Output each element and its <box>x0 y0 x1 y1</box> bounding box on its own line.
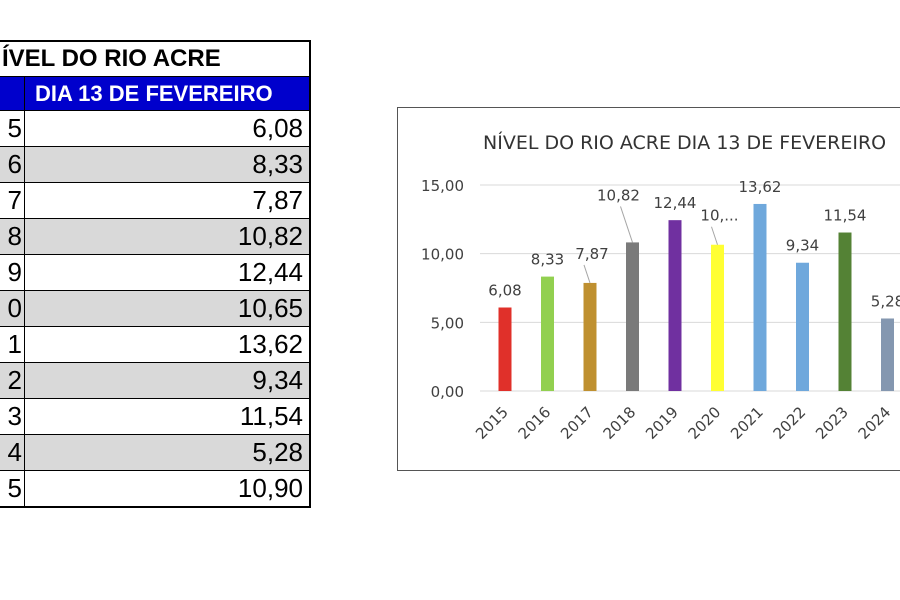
data-label: 9,34 <box>786 237 819 255</box>
year-cell: 6 <box>0 146 25 183</box>
table-row: 0 10,65 <box>0 290 311 327</box>
y-tick-label: 15,00 <box>421 177 464 195</box>
table-row: 5 10,90 <box>0 470 311 508</box>
value-cell: 10,90 <box>24 470 311 508</box>
table-row: 3 11,54 <box>0 398 311 435</box>
y-tick-label: 10,00 <box>421 246 464 264</box>
value-header: DIA 13 DE FEVEREIRO <box>24 76 311 111</box>
bar-2021 <box>753 203 767 391</box>
year-cell: 3 <box>0 398 25 435</box>
year-cell: 4 <box>0 434 25 471</box>
year-header <box>0 76 25 111</box>
year-cell: 7 <box>0 182 25 219</box>
data-label: 8,33 <box>531 251 564 269</box>
bar-2024 <box>881 318 894 391</box>
x-tick-label: 2016 <box>515 403 555 443</box>
value-cell: 11,54 <box>24 398 311 435</box>
y-tick-label: 0,00 <box>431 383 464 401</box>
bar-2023 <box>838 232 852 391</box>
value-cell: 10,82 <box>24 218 311 255</box>
year-cell: 5 <box>0 110 25 147</box>
data-label: 12,44 <box>654 194 697 212</box>
table-row: 1 13,62 <box>0 326 311 363</box>
x-tick-label: 2024 <box>855 403 895 443</box>
data-label: 13,62 <box>739 178 782 196</box>
table-row: 9 12,44 <box>0 254 311 291</box>
x-tick-label: 2015 <box>472 403 512 443</box>
x-tick-label: 2021 <box>727 403 767 443</box>
table-header-row: DIA 13 DE FEVEREIRO <box>0 76 311 111</box>
bar-2016 <box>541 276 554 391</box>
value-cell: 10,65 <box>24 290 311 327</box>
table-row: 7 7,87 <box>0 182 311 219</box>
year-cell: 2 <box>0 362 25 399</box>
data-label: 6,08 <box>488 282 521 300</box>
year-cell: 0 <box>0 290 25 327</box>
x-tick-label: 2018 <box>600 403 640 443</box>
data-label: 10,... <box>700 207 738 225</box>
bar-chart: 0,00 5,00 10,00 15,00 6,08 2015 8,33 2016 7,87 20… <box>421 177 900 443</box>
table-row: 6 8,33 <box>0 146 311 183</box>
bar-2022 <box>796 262 809 391</box>
y-tick-label: 5,00 <box>431 314 464 332</box>
table-row: 5 6,08 <box>0 110 311 147</box>
x-tick-label: 2022 <box>770 403 810 443</box>
table-row: 2 9,34 <box>0 362 311 399</box>
table-row: 8 10,82 <box>0 218 311 255</box>
value-cell: 6,08 <box>24 110 311 147</box>
value-cell: 8,33 <box>24 146 311 183</box>
data-label-leader <box>711 226 718 245</box>
bar-2019 <box>668 220 682 391</box>
value-cell: 12,44 <box>24 254 311 291</box>
x-tick-label: 2023 <box>812 403 852 443</box>
data-label: 5,28 <box>871 292 900 310</box>
river-level-table: ÍVEL DO RIO ACRE DIA 13 DE FEVEREIRO 5 6,… <box>0 40 311 508</box>
value-cell: 13,62 <box>24 326 311 363</box>
data-label: 10,82 <box>597 186 640 204</box>
bar-2017 <box>583 282 597 391</box>
x-tick-label: 2019 <box>642 403 682 443</box>
value-cell: 5,28 <box>24 434 311 471</box>
chart-frame: NÍVEL DO RIO ACRE DIA 13 DE FEVEREIRO 0,… <box>397 107 900 471</box>
data-label-leader <box>583 264 591 284</box>
data-label: 11,54 <box>824 207 867 225</box>
year-cell: 5 <box>0 470 25 508</box>
bar-2020 <box>711 244 724 391</box>
data-label-leader <box>620 206 633 243</box>
bar-2018 <box>626 242 639 391</box>
table-title: ÍVEL DO RIO ACRE <box>0 40 311 77</box>
value-cell: 9,34 <box>24 362 311 399</box>
value-cell: 7,87 <box>24 182 311 219</box>
table-row: 4 5,28 <box>0 434 311 471</box>
bar-2015 <box>498 307 512 391</box>
year-cell: 9 <box>0 254 25 291</box>
table-title-row: ÍVEL DO RIO ACRE <box>0 40 311 77</box>
x-tick-label: 2020 <box>685 403 725 443</box>
chart-title: NÍVEL DO RIO ACRE DIA 13 DE FEVEREIRO <box>483 132 887 154</box>
year-cell: 1 <box>0 326 25 363</box>
data-label: 7,87 <box>575 245 608 263</box>
x-tick-label: 2017 <box>557 403 597 443</box>
year-cell: 8 <box>0 218 25 255</box>
